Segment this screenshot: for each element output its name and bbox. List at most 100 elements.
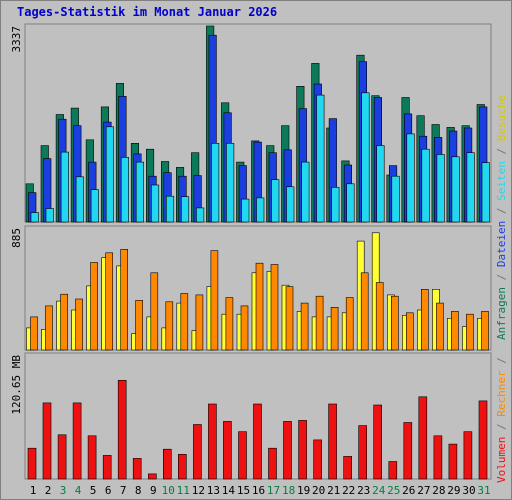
bar-rechner-day-28 [436,302,444,351]
bar-seiten-day-15 [241,198,250,223]
bar-rechner-day-6 [105,252,113,351]
x-tick-label-day-30: 30 [462,484,475,497]
bar-volumen-day-12 [193,424,202,480]
bar-rechner-day-4 [75,298,83,351]
bar-seiten-day-16 [256,197,265,223]
bar-seiten-day-28 [436,154,445,223]
bar-rechner-day-20 [315,295,324,351]
bar-volumen-day-17 [268,447,277,480]
x-tick-label-day-29: 29 [447,484,460,497]
bar-rechner-day-18 [285,286,294,351]
bar-seiten-day-23 [361,92,370,223]
bar-seiten-day-1 [30,212,39,223]
bar-rechner-day-24 [375,282,384,351]
bar-rechner-day-19 [300,302,309,351]
bar-volumen-day-24 [373,404,383,480]
bar-volumen-day-26 [403,422,413,480]
chart-title: Tages-Statistik im Monat Januar 2026 [17,5,278,19]
x-tick-label-day-6: 6 [105,484,112,497]
x-tick-label-day-5: 5 [90,484,97,497]
bar-seiten-day-30 [466,152,475,223]
bar-seiten-day-17 [271,179,280,223]
legend-label-top-part-7: Besuche [495,95,508,141]
bar-volumen-day-1 [27,447,37,480]
bar-seiten-day-10 [166,195,175,223]
y-max-label-bottom: 120.65 MB [10,355,23,415]
bar-seiten-day-13 [211,143,220,223]
bar-rechner-day-13 [210,250,219,351]
bar-rechner-day-31 [481,311,489,351]
bar-seiten-day-3 [60,151,69,223]
bar-volumen-day-19 [298,420,307,480]
x-tick-label-day-14: 14 [222,484,236,497]
bar-volumen-day-18 [283,421,292,480]
bar-rechner-day-7 [120,249,128,351]
x-tick-label-day-20: 20 [312,484,325,497]
bar-rechner-day-9 [150,272,159,351]
bar-volumen-day-25 [388,461,398,480]
x-tick-label-day-2: 2 [45,484,52,497]
bar-volumen-day-27 [418,396,428,480]
bar-seiten-day-8 [135,161,144,223]
x-tick-label-day-19: 19 [297,484,310,497]
x-tick-label-day-24: 24 [372,484,386,497]
bar-rechner-day-17 [270,264,279,351]
x-tick-label-day-15: 15 [237,484,250,497]
bar-rechner-day-27 [420,288,429,351]
x-tick-label-day-3: 3 [60,484,67,497]
bar-rechner-day-21 [330,306,339,351]
bar-volumen-day-22 [343,456,353,480]
x-tick-label-day-8: 8 [135,484,142,497]
bar-seiten-day-19 [301,161,310,223]
bar-seiten-day-25 [391,175,400,223]
bar-rechner-day-26 [405,312,414,351]
x-tick-label-day-16: 16 [252,484,265,497]
bar-seiten-day-7 [120,157,129,223]
legend-label-top: Anfragen / Dateien / Seiten / Besuche [495,95,508,340]
bar-volumen-day-20 [313,439,322,480]
x-tick-label-day-27: 27 [417,484,430,497]
legend-label-bottom-part-1: Volumen [495,437,508,483]
bar-volumen-day-15 [238,431,247,480]
x-tick-label-day-10: 10 [162,484,175,497]
bar-volumen-day-28 [433,435,443,480]
bar-seiten-day-18 [286,186,295,223]
y-max-label-top: 3337 [10,26,23,53]
bar-volumen-day-16 [253,403,262,480]
bar-seiten-day-27 [421,148,430,223]
legend-label-bottom-part-4: / [495,357,508,370]
bar-rechner-day-8 [135,300,143,351]
bar-volumen-day-31 [478,400,488,480]
bar-seiten-day-14 [226,143,235,223]
bar-volumen-day-13 [208,403,217,480]
x-tick-label-day-12: 12 [192,484,205,497]
x-tick-label-day-13: 13 [207,484,220,497]
bar-volumen-day-7 [117,379,127,480]
bar-rechner-day-14 [225,297,234,351]
bar-seiten-day-26 [406,133,415,223]
x-tick-label-day-31: 31 [477,484,490,497]
bar-seiten-day-5 [90,189,99,223]
bar-seiten-day-12 [196,207,205,223]
x-tick-label-day-18: 18 [282,484,295,497]
bar-rechner-day-25 [390,295,399,351]
x-tick-label-day-9: 9 [150,484,157,497]
bar-rechner-day-12 [195,294,204,351]
bar-seiten-day-6 [105,126,114,223]
x-tick-label-day-25: 25 [387,484,400,497]
bar-volumen-day-3 [57,434,67,480]
x-tick-label-day-28: 28 [432,484,445,497]
bar-volumen-day-9 [148,473,157,480]
bar-volumen-day-4 [72,402,82,480]
bar-rechner-day-23 [360,272,369,351]
bar-volumen-day-2 [42,402,52,480]
legend-label-top-part-4: / [495,201,508,221]
bar-seiten-day-11 [181,196,190,223]
bar-rechner-day-5 [90,262,98,351]
legend-label-top-part-3: Dateien [495,221,508,267]
bar-rechner-day-30 [466,313,474,351]
x-tick-label-day-1: 1 [30,484,37,497]
legend-label-top-part-5: Seiten [495,161,508,201]
bar-volumen-day-21 [328,403,337,480]
bar-volumen-day-30 [463,431,473,480]
